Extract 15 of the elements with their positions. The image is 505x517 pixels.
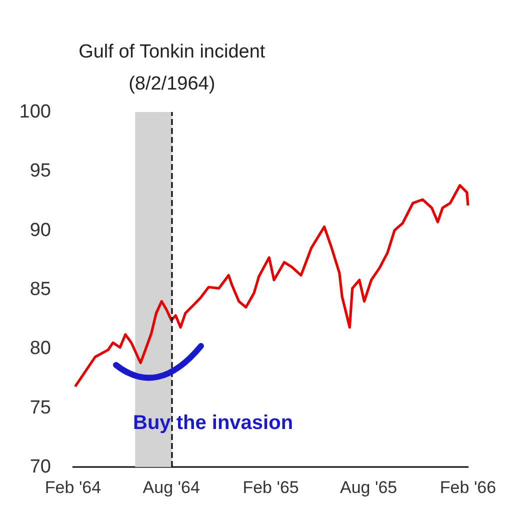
x-tick-label: Feb '66 [440, 478, 496, 497]
ref-line-label: Gulf of Tonkin incident (8/2/1964) [78, 42, 266, 94]
x-tick-label: Aug '64 [142, 478, 200, 497]
y-tick-label: 90 [30, 220, 51, 241]
x-tick-label: Feb '64 [44, 478, 102, 497]
x-tick-label: Aug '65 [340, 478, 398, 497]
line-series [74, 184, 470, 388]
y-tick-label: 85 [30, 279, 51, 300]
y-tick-label: 70 [30, 456, 51, 478]
y-tick-label: 75 [30, 397, 51, 418]
y-tick-label: 100 [19, 102, 51, 122]
annotation: Buy the invasion [133, 412, 294, 434]
y-tick-label: 95 [30, 160, 51, 182]
x-tick-label: Feb '65 [242, 478, 299, 497]
y-tick-label: 80 [30, 338, 51, 360]
